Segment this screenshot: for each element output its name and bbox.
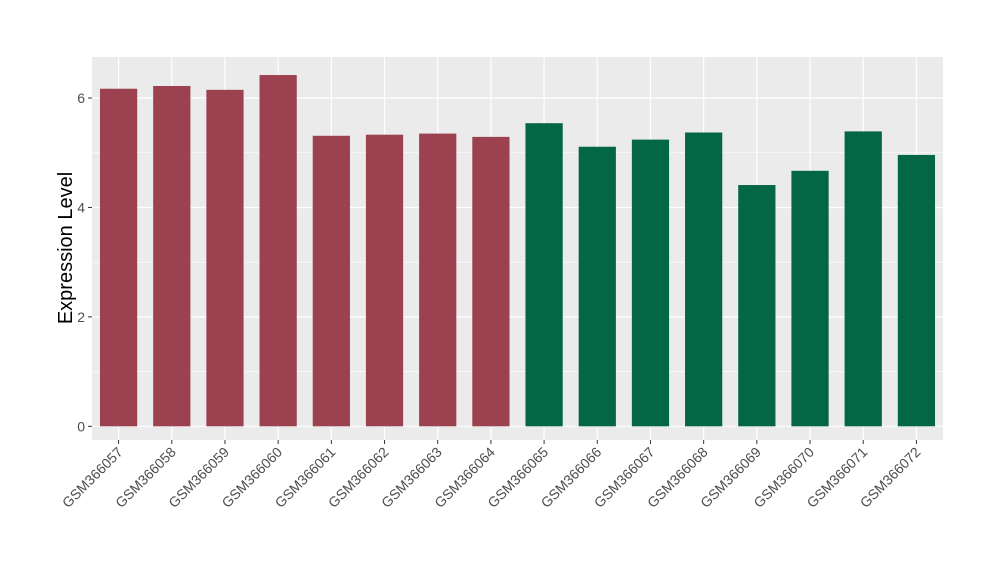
y-tick-label: 0: [77, 418, 85, 434]
bar-GSM366059: [206, 89, 244, 427]
bar-GSM366065: [525, 123, 563, 427]
bar-GSM366057: [99, 88, 138, 427]
bar-GSM366066: [578, 146, 616, 427]
y-axis-title: Expression Level: [55, 172, 77, 324]
bar-GSM366060: [259, 75, 297, 427]
y-tick-label: 6: [77, 90, 85, 106]
bar-GSM366069: [738, 185, 776, 427]
bar-GSM366068: [685, 132, 723, 427]
bar-GSM366061: [312, 135, 350, 427]
bar-GSM366063: [419, 133, 457, 427]
bar-GSM366072: [897, 154, 936, 427]
bar-GSM366058: [153, 85, 191, 427]
bars: [99, 75, 936, 427]
y-tick-label: 2: [77, 309, 85, 325]
y-tick-label: 4: [77, 199, 85, 215]
bar-GSM366064: [472, 136, 510, 427]
bar-GSM366067: [631, 139, 670, 427]
y-axis-ticks: 0 2 4 6: [77, 90, 92, 434]
bar-GSM366070: [791, 170, 829, 427]
x-axis-ticks: GSM366057GSM366058GSM366059GSM366060GSM3…: [59, 440, 924, 511]
bar-GSM366062: [365, 134, 404, 427]
bar-GSM366071: [844, 131, 882, 427]
